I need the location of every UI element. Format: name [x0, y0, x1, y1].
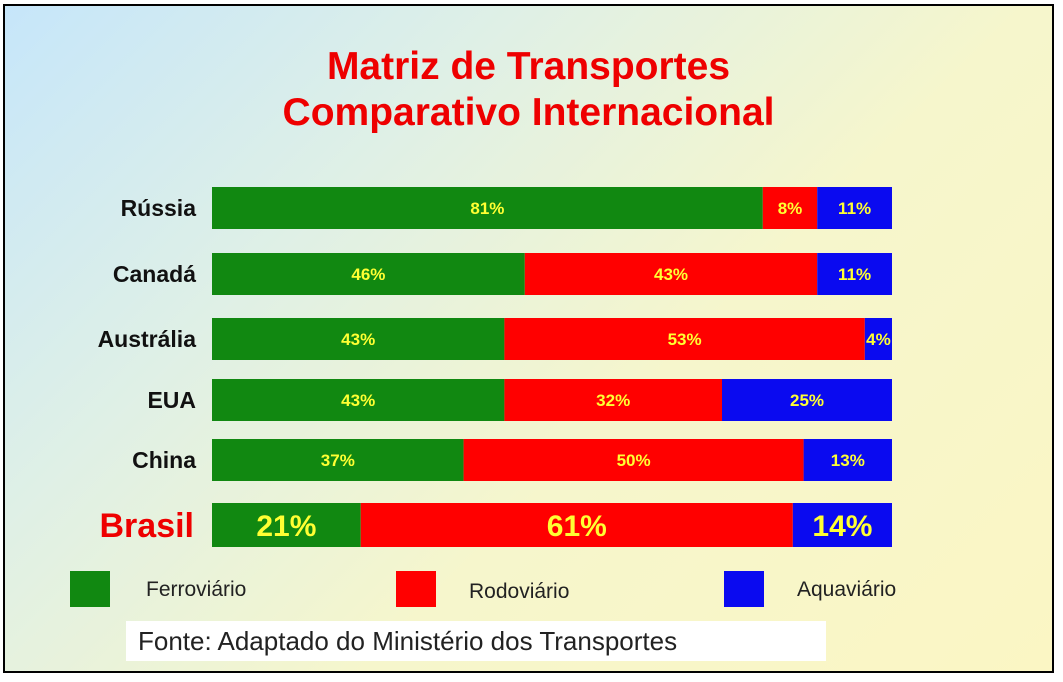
data-label-2-2: 4%	[866, 330, 891, 349]
bar-segment-1-2	[817, 253, 892, 295]
data-label-4-0: 37%	[321, 451, 355, 470]
bar-segment-0-1	[762, 187, 818, 229]
legend-swatch-rodoviario	[396, 571, 436, 607]
category-label-1: Canadá	[113, 261, 196, 287]
legend-swatch-ferroviario	[70, 571, 110, 607]
bar-segment-4-2	[803, 439, 892, 481]
data-label-5-1: 61%	[547, 510, 607, 543]
bar-segment-3-2	[722, 379, 892, 421]
data-label-1-1: 43%	[654, 265, 688, 284]
bar-segment-0-2	[817, 187, 892, 229]
legend-label-aquaviario: Aquaviário	[797, 578, 897, 601]
bar-segment-5-1	[360, 503, 793, 547]
category-label-3: EUA	[147, 387, 196, 413]
category-label-2: Austrália	[98, 326, 197, 352]
bar-segment-5-0	[212, 503, 361, 547]
bar-segment-3-1	[504, 379, 722, 421]
bar-segment-1-0	[212, 253, 525, 295]
bar-segment-2-0	[212, 318, 505, 360]
category-label-0: Rússia	[121, 195, 197, 221]
data-label-3-0: 43%	[341, 391, 375, 410]
data-label-1-2: 11%	[838, 265, 871, 284]
data-label-2-0: 43%	[341, 330, 375, 349]
data-label-4-1: 50%	[617, 451, 651, 470]
data-label-2-1: 53%	[668, 330, 702, 349]
category-label-4: China	[132, 447, 196, 473]
data-label-4-2: 13%	[831, 451, 865, 470]
bar-segment-1-1	[524, 253, 818, 295]
data-label-1-0: 46%	[351, 265, 385, 284]
bar-segment-4-0	[212, 439, 464, 481]
data-label-3-2: 25%	[790, 391, 824, 410]
data-label-0-0: 81%	[470, 199, 504, 218]
data-label-0-1: 8%	[778, 199, 803, 218]
category-label-5: Brasil	[100, 507, 195, 545]
bar-segment-3-0	[212, 379, 505, 421]
bar-segment-4-1	[463, 439, 804, 481]
chart-title-line1: Matriz de Transportes	[326, 45, 731, 88]
legend-label-ferroviario: Ferroviário	[146, 578, 247, 601]
data-label-5-0: 21%	[256, 510, 316, 543]
data-label-0-2: 11%	[838, 199, 871, 218]
bar-segment-2-2	[864, 318, 892, 360]
data-label-5-2: 14%	[812, 510, 872, 543]
bar-segment-5-2	[792, 503, 892, 547]
source-note: Fonte: Adaptado do Ministério dos Transp…	[126, 621, 826, 661]
legend-label-rodoviario: Rodoviário	[469, 580, 570, 603]
data-label-3-1: 32%	[596, 391, 630, 410]
bar-segment-2-1	[504, 318, 865, 360]
bar-segment-0-0	[212, 187, 763, 229]
chart-title-line2: Comparativo Internacional	[282, 91, 775, 134]
legend-swatch-aquaviario	[724, 571, 764, 607]
